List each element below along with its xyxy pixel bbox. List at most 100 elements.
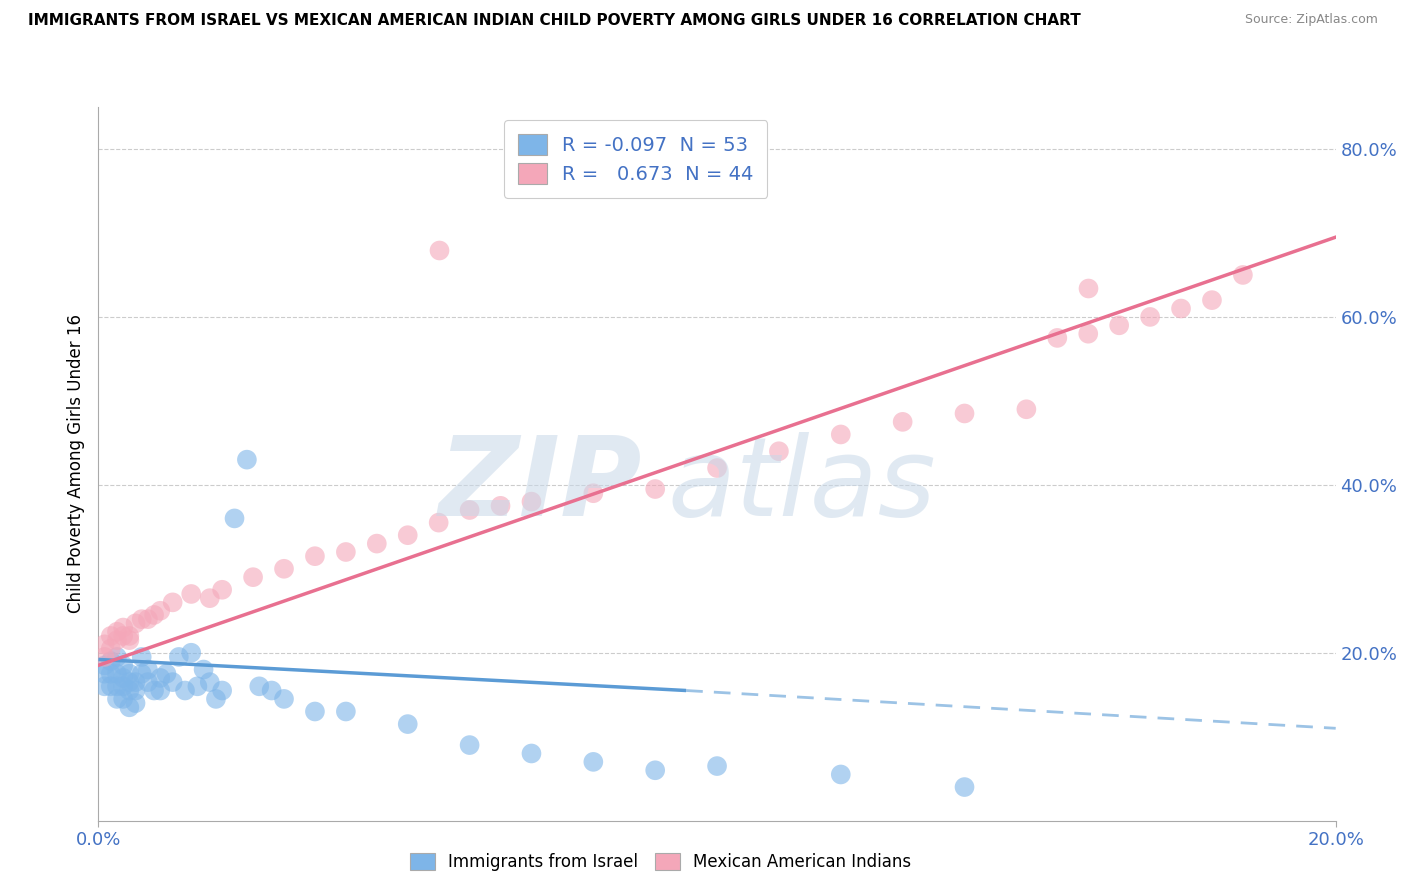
Point: [304, 549, 326, 564]
Point: [100, 629, 122, 643]
Point: [706, 461, 728, 475]
Point: [180, 646, 202, 660]
Point: [1170, 301, 1192, 316]
Point: [118, 683, 141, 698]
Point: [118, 666, 141, 681]
Y-axis label: Child Poverty Among Girls Under 16: Child Poverty Among Girls Under 16: [66, 314, 84, 614]
Point: [131, 649, 153, 664]
Point: [180, 587, 202, 601]
Point: [118, 675, 141, 690]
Point: [167, 649, 190, 664]
Point: [105, 679, 128, 693]
Point: [136, 675, 159, 690]
Point: [489, 499, 512, 513]
Point: [273, 692, 295, 706]
Point: [582, 755, 605, 769]
Point: [186, 679, 208, 693]
Point: [953, 780, 976, 794]
Point: [105, 666, 128, 681]
Point: [143, 607, 166, 622]
Point: [198, 591, 221, 606]
Point: [1015, 402, 1038, 417]
Text: Source: ZipAtlas.com: Source: ZipAtlas.com: [1244, 13, 1378, 27]
Point: [93, 679, 115, 693]
Point: [953, 407, 976, 421]
Legend: R = -0.097  N = 53, R =   0.673  N = 44: R = -0.097 N = 53, R = 0.673 N = 44: [505, 120, 768, 198]
Point: [427, 516, 450, 530]
Point: [335, 705, 357, 719]
Point: [136, 663, 159, 677]
Point: [582, 486, 605, 500]
Point: [198, 675, 221, 690]
Point: [211, 683, 233, 698]
Point: [149, 604, 172, 618]
Point: [124, 675, 146, 690]
Point: [396, 528, 419, 542]
Point: [1108, 318, 1130, 333]
Point: [1077, 280, 1099, 294]
Point: [112, 679, 135, 693]
Point: [247, 679, 270, 693]
Point: [706, 759, 728, 773]
Point: [155, 666, 177, 681]
Point: [236, 452, 259, 467]
Point: [396, 717, 419, 731]
Point: [162, 675, 184, 690]
Point: [131, 666, 153, 681]
Point: [131, 612, 153, 626]
Point: [136, 612, 159, 626]
Point: [105, 633, 128, 648]
Point: [93, 637, 115, 651]
Point: [93, 649, 115, 664]
Point: [174, 683, 197, 698]
Point: [100, 641, 122, 656]
Point: [211, 582, 233, 597]
Point: [830, 767, 852, 781]
Point: [520, 747, 543, 761]
Point: [124, 616, 146, 631]
Point: [205, 692, 228, 706]
Point: [1139, 310, 1161, 324]
Point: [335, 545, 357, 559]
Text: ZIP: ZIP: [439, 432, 643, 539]
Point: [124, 683, 146, 698]
Point: [1077, 326, 1099, 341]
Point: [242, 570, 264, 584]
Text: IMMIGRANTS FROM ISRAEL VS MEXICAN AMERICAN INDIAN CHILD POVERTY AMONG GIRLS UNDE: IMMIGRANTS FROM ISRAEL VS MEXICAN AMERIC…: [28, 13, 1081, 29]
Point: [1232, 268, 1254, 282]
Point: [100, 679, 122, 693]
Point: [260, 683, 283, 698]
Point: [458, 738, 481, 752]
Point: [100, 666, 122, 681]
Point: [427, 243, 450, 257]
Point: [112, 671, 135, 685]
Point: [644, 764, 666, 778]
Point: [93, 658, 115, 673]
Point: [105, 624, 128, 639]
Point: [768, 444, 790, 458]
Point: [1201, 293, 1223, 307]
Point: [162, 595, 184, 609]
Point: [112, 629, 135, 643]
Point: [112, 658, 135, 673]
Legend: Immigrants from Israel, Mexican American Indians: Immigrants from Israel, Mexican American…: [402, 845, 920, 880]
Point: [366, 536, 388, 550]
Point: [273, 562, 295, 576]
Point: [118, 700, 141, 714]
Point: [118, 633, 141, 648]
Point: [644, 482, 666, 496]
Point: [143, 683, 166, 698]
Point: [105, 692, 128, 706]
Point: [149, 671, 172, 685]
Point: [100, 654, 122, 668]
Point: [93, 666, 115, 681]
Point: [520, 494, 543, 508]
Point: [112, 692, 135, 706]
Point: [224, 511, 246, 525]
Point: [830, 427, 852, 442]
Point: [112, 621, 135, 635]
Point: [193, 663, 215, 677]
Point: [458, 503, 481, 517]
Point: [304, 705, 326, 719]
Point: [118, 629, 141, 643]
